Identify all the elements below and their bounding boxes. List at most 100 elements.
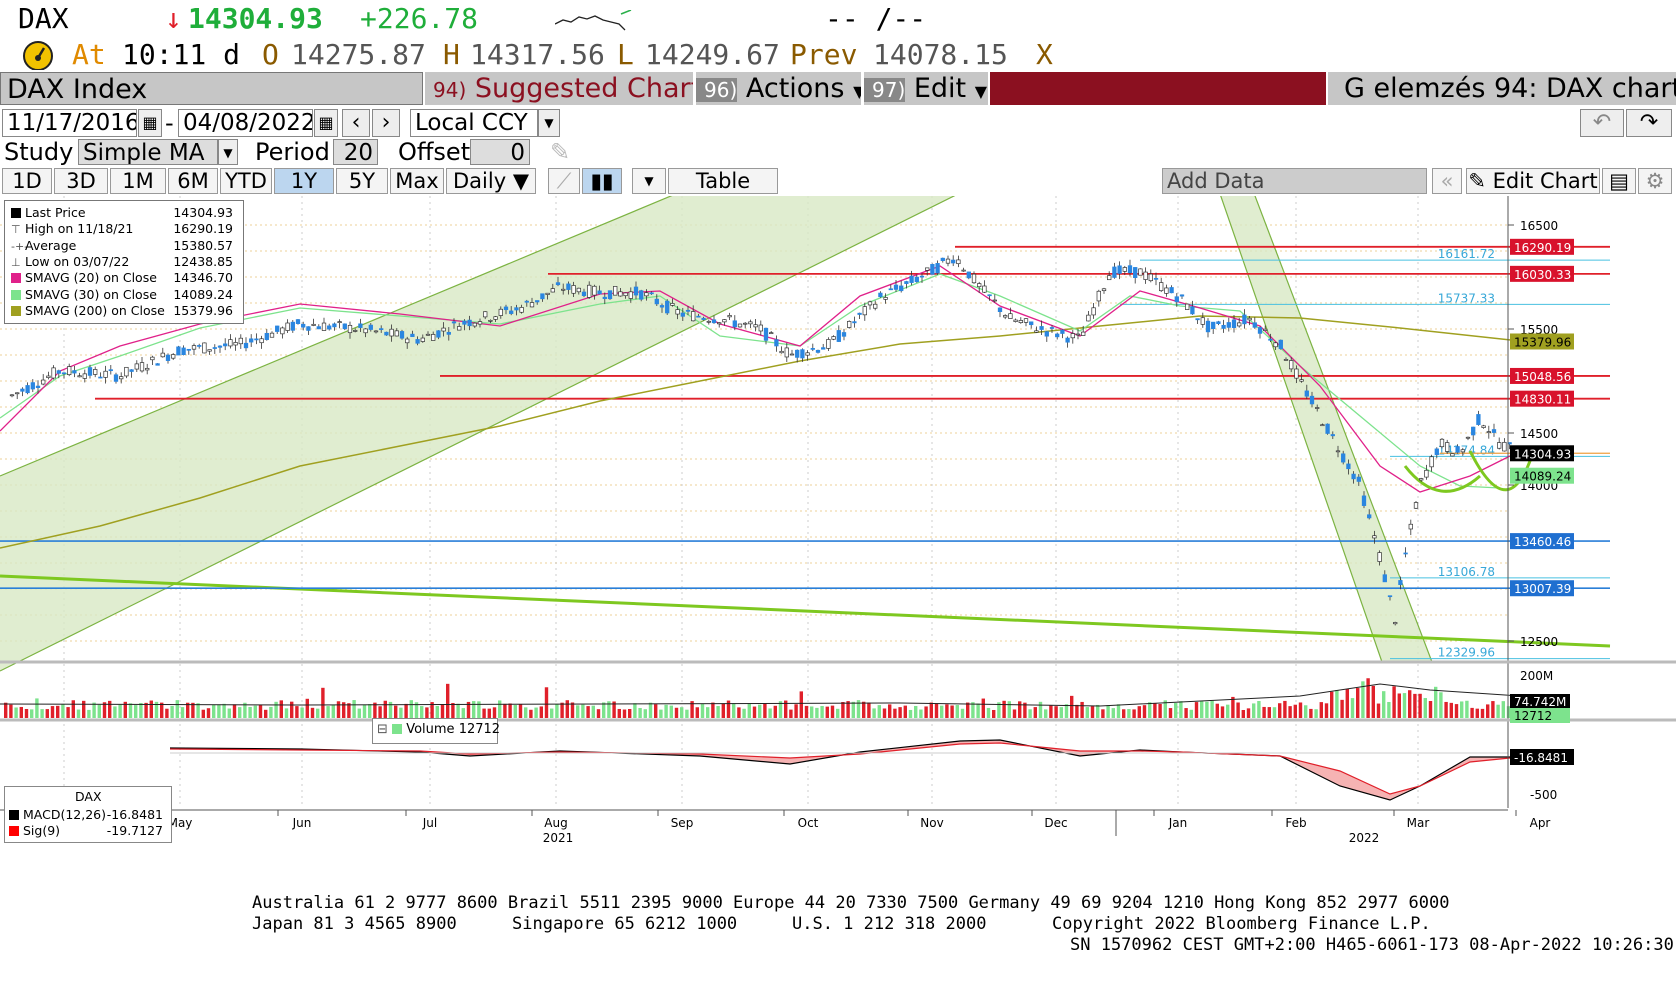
add-data-input[interactable]: Add Data — [1162, 168, 1427, 194]
volume-bar — [435, 705, 439, 718]
volume-bar — [513, 705, 517, 718]
macd-legend-row: Sig(9) -19.7127 — [9, 823, 167, 838]
collapse-icon[interactable]: « — [1432, 168, 1462, 194]
candle-body — [800, 349, 805, 359]
undo-icon[interactable]: ↶ — [1580, 109, 1624, 137]
range-button-1y[interactable]: 1Y — [274, 168, 334, 194]
legend-row: ⊥ Low on 03/07/22 12438.85 — [11, 254, 239, 270]
suggested-charts-menu[interactable]: 94) Suggested Charts — [425, 72, 693, 105]
line-chart-icon[interactable]: ⟋ — [548, 168, 580, 194]
sma-20-line — [0, 265, 1511, 493]
candle-body — [1231, 319, 1237, 328]
candle-body — [311, 323, 316, 326]
volume-bar — [425, 707, 429, 718]
table-button[interactable]: Table — [668, 168, 778, 194]
range-button-max[interactable]: Max — [390, 168, 444, 194]
legend-row: SMAVG (20) on Close 14346.70 — [11, 270, 239, 286]
prev-label: Prev — [790, 38, 858, 71]
security-field[interactable]: DAX Index — [0, 72, 423, 105]
candle-body — [1341, 453, 1346, 463]
volume-bar — [24, 708, 29, 718]
actions-menu[interactable]: 96) Actions ▼ — [696, 72, 861, 105]
candle-body — [72, 370, 77, 374]
study-select[interactable]: Simple MA — [78, 139, 218, 165]
candle-body — [1257, 327, 1263, 334]
range-button-5y[interactable]: 5Y — [336, 168, 388, 194]
candle-body — [1268, 338, 1273, 341]
candle-body — [368, 324, 373, 330]
candle-body — [852, 321, 857, 324]
range-button-1d[interactable]: 1D — [2, 168, 52, 194]
volume-bar — [872, 708, 876, 718]
candle-chart-icon[interactable]: ▮▮ — [582, 168, 622, 194]
chart-settings-icon[interactable]: ▤ — [1602, 168, 1636, 194]
candle-body — [1273, 342, 1278, 348]
volume-bar — [1033, 707, 1037, 718]
volume-bar — [1470, 707, 1474, 718]
chevron-down-icon[interactable]: ▼ — [218, 139, 238, 165]
candle-body — [899, 285, 904, 292]
candle-body — [347, 324, 353, 334]
candle-body — [1065, 337, 1070, 343]
volume-bar — [773, 705, 777, 718]
range-button-1m[interactable]: 1M — [110, 168, 166, 194]
volume-bar — [1116, 704, 1121, 718]
range-button-3d[interactable]: 3D — [54, 168, 108, 194]
volume-bar — [1018, 701, 1022, 718]
candle-body — [1283, 359, 1289, 361]
calendar-icon[interactable]: ▦ — [138, 109, 162, 137]
candle-body — [67, 366, 72, 376]
candle-body — [316, 326, 321, 330]
pencil-icon[interactable]: ✎ — [550, 138, 571, 166]
edit-menu[interactable]: 97) Edit ▼ — [864, 72, 988, 105]
candle-body — [1497, 442, 1502, 449]
candle-body — [373, 330, 379, 333]
legend-marker: ⊤ — [11, 223, 21, 237]
redo-icon[interactable]: ↷ — [1626, 109, 1672, 137]
candle-body — [789, 353, 795, 356]
legend-row: ⊤ High on 11/18/21 16290.19 — [11, 221, 239, 237]
candle-body — [1226, 322, 1231, 328]
offset-input[interactable]: 0 — [470, 139, 530, 165]
candle-body — [982, 285, 987, 293]
volume-bar — [1361, 681, 1365, 718]
range-button-ytd[interactable]: YTD — [220, 168, 272, 194]
period-input[interactable]: 20 — [333, 139, 378, 165]
volume-bar — [570, 702, 575, 718]
volume-bar — [466, 701, 471, 718]
candle-body — [1330, 434, 1335, 437]
price-tag — [1510, 533, 1574, 550]
range-button-6m[interactable]: 6M — [168, 168, 218, 194]
calendar-icon[interactable]: ▦ — [314, 109, 338, 137]
close-x-button[interactable]: X — [1036, 38, 1053, 71]
candle-body — [498, 308, 503, 316]
candle-body — [280, 327, 285, 335]
start-date-input[interactable]: 11/17/2016 — [2, 109, 137, 137]
candle-body — [758, 324, 763, 332]
volume-bar — [82, 700, 86, 718]
legend-value: 15379.96 — [173, 302, 233, 318]
candle-body — [223, 343, 228, 347]
volume-bar — [1007, 701, 1011, 718]
currency-select[interactable]: Local CCY — [410, 109, 538, 137]
candle-body — [602, 296, 607, 300]
gear-icon[interactable]: ⚙ — [1638, 168, 1672, 194]
frequency-select[interactable]: Daily ▼ — [446, 168, 536, 194]
volume-bar — [1314, 709, 1318, 718]
volume-bar — [1501, 701, 1505, 718]
edit-chart-button[interactable]: ✎ Edit Chart — [1466, 168, 1600, 194]
volume-bar — [1132, 709, 1136, 718]
macd-signal-line — [169, 742, 1521, 795]
prev-period-button[interactable]: ‹ — [342, 109, 370, 137]
offset-label: Offset — [398, 138, 471, 166]
end-date-input[interactable]: 04/08/2022 — [178, 109, 313, 137]
candle-body — [1060, 329, 1065, 334]
volume-bar — [1423, 697, 1427, 718]
price-chart[interactable]: 16161.7215737.3314274.8413106.7812329.96… — [0, 196, 1676, 893]
chevron-down-icon[interactable]: ▼ — [538, 109, 560, 137]
candle-body — [763, 327, 769, 341]
legend-marker: ⊥ — [11, 255, 21, 269]
next-period-button[interactable]: › — [372, 109, 400, 137]
chevron-down-icon[interactable]: ▼ — [632, 168, 666, 194]
candle-body — [249, 338, 254, 343]
